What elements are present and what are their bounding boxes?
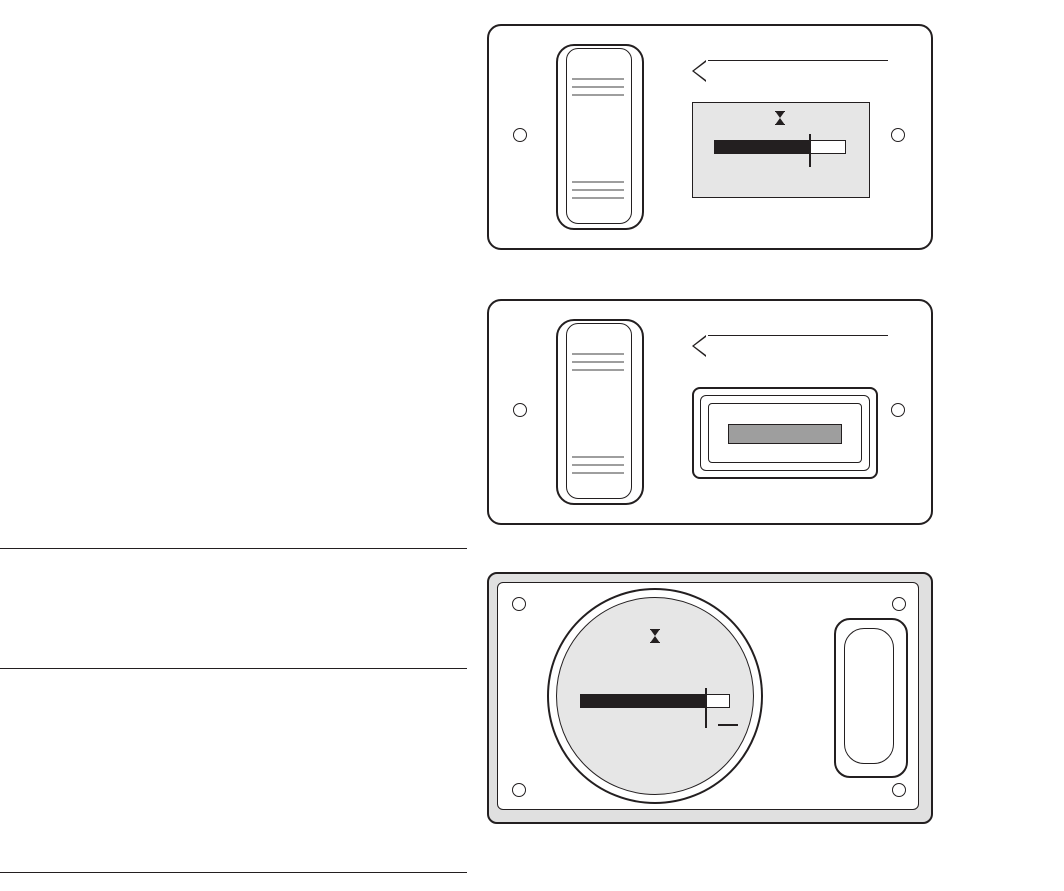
screw (513, 128, 527, 142)
divider-line (0, 668, 467, 669)
rocker-grip (572, 189, 624, 191)
screw (892, 597, 906, 611)
rocker-switch-small-inner (844, 628, 894, 764)
rocker-grip (572, 181, 624, 183)
rocker-grip (572, 464, 624, 466)
rocker-grip (572, 86, 624, 88)
screw (513, 403, 527, 417)
gauge-tick (718, 724, 738, 726)
gauge-fill (580, 694, 706, 708)
pointer-icon-fill (694, 337, 706, 355)
counter-window (728, 424, 842, 444)
screw (512, 783, 526, 797)
screw (891, 128, 905, 142)
hourglass-icon (775, 111, 785, 125)
label-leader-line (708, 60, 888, 61)
screw (891, 403, 905, 417)
rocker-grip (572, 94, 624, 96)
pointer-icon-fill (694, 62, 706, 80)
rocker-grip (572, 353, 624, 355)
screw (892, 783, 906, 797)
rocker-grip (572, 78, 624, 80)
rocker-grip (572, 369, 624, 371)
rocker-grip (572, 472, 624, 474)
label-leader-line (708, 335, 888, 336)
gauge-needle (705, 688, 707, 728)
hourglass-icon (650, 629, 660, 643)
divider-line (0, 872, 467, 873)
divider-line (0, 548, 467, 549)
meter-needle (809, 134, 811, 167)
rocker-grip (572, 361, 624, 363)
rocker-grip (572, 197, 624, 199)
diagram-canvas (0, 0, 1064, 891)
meter-fill (714, 140, 810, 154)
rocker-grip (572, 456, 624, 458)
screw (512, 597, 526, 611)
